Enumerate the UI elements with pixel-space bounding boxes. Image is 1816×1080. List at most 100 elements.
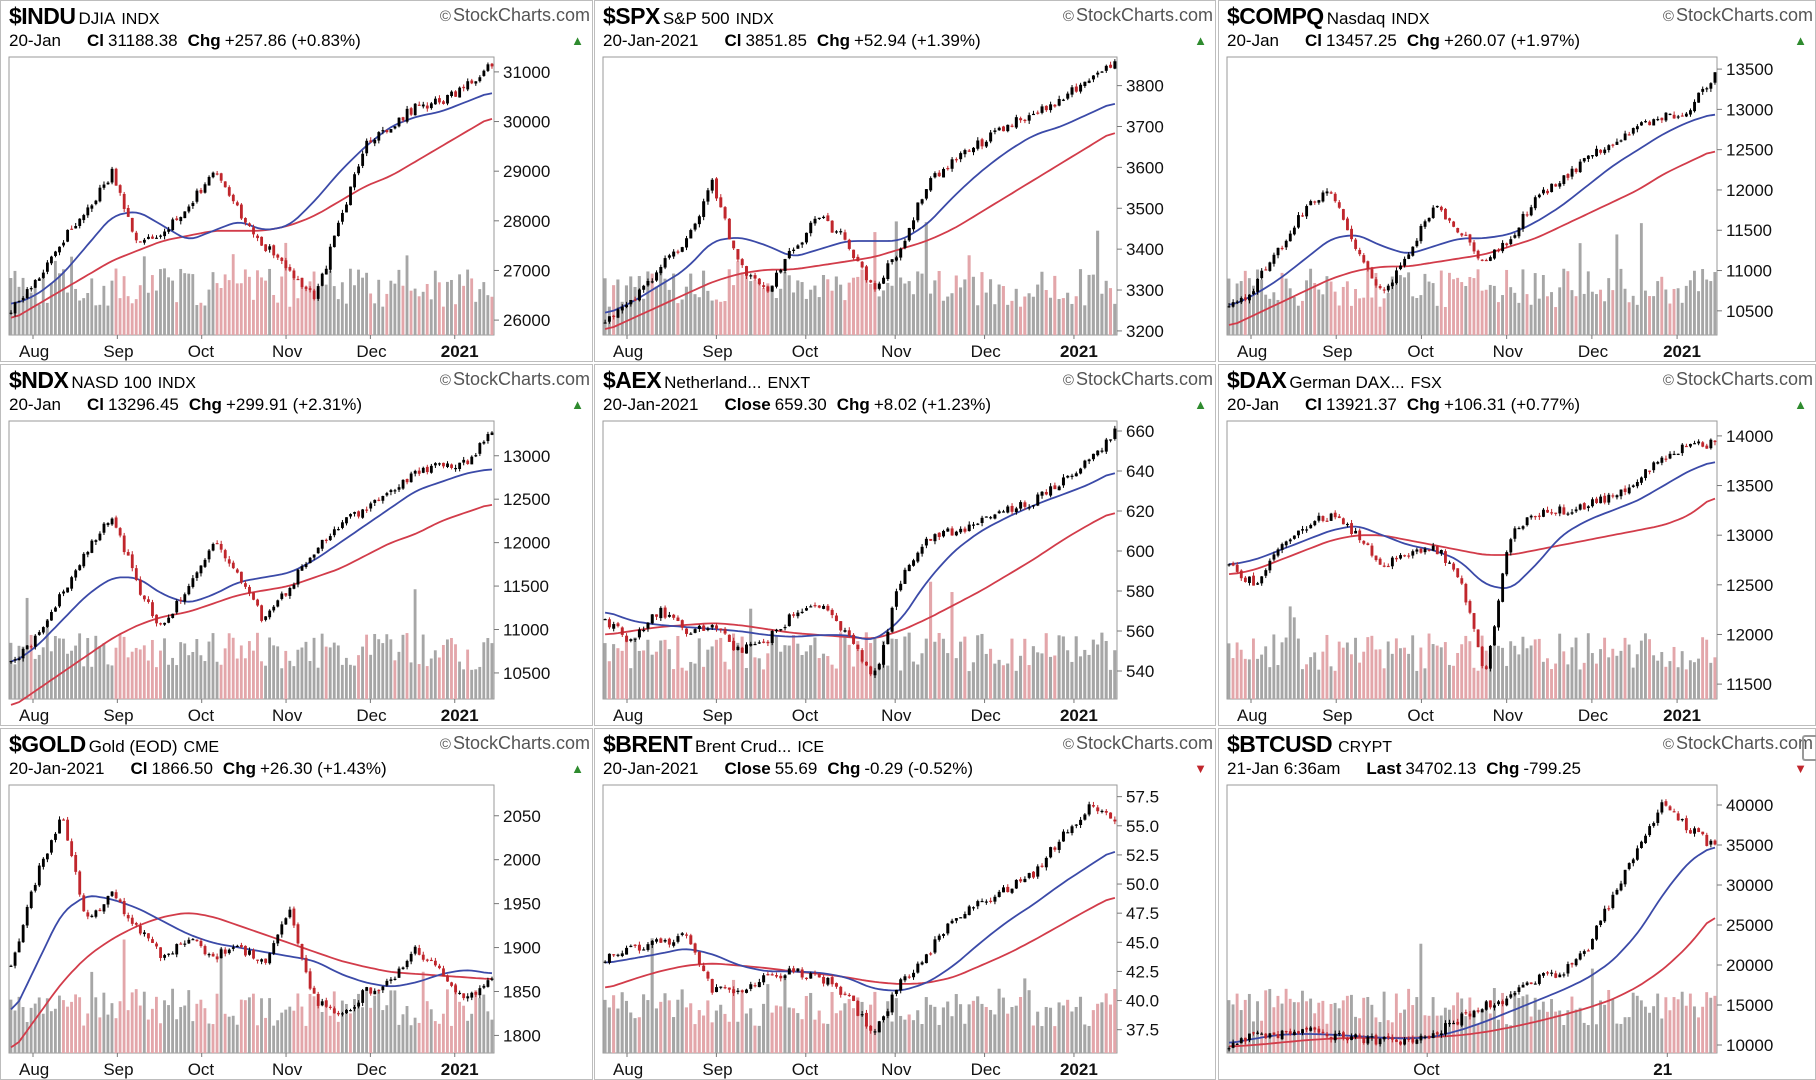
candle-body	[268, 953, 272, 964]
chart-symbol[interactable]: $AEX	[603, 367, 662, 393]
candle-body	[1057, 486, 1061, 491]
candle-body	[336, 529, 340, 531]
volume-bar	[1537, 298, 1541, 335]
volume-bar	[1623, 288, 1627, 335]
close-label: Cl	[724, 31, 742, 50]
candle-body	[993, 896, 997, 902]
volume-bar	[1325, 634, 1329, 699]
candle-body	[433, 463, 437, 466]
candle-body	[41, 272, 45, 278]
volume-bar	[231, 254, 235, 335]
candle-body	[1248, 1033, 1251, 1041]
chart-symbol[interactable]: $COMPQ	[1227, 3, 1324, 29]
volume-bar	[1018, 996, 1023, 1053]
candle-body	[929, 953, 933, 955]
volume-bar	[809, 645, 813, 699]
candle-body	[37, 865, 41, 886]
close-value: 13457.25	[1325, 31, 1397, 50]
volume-bar	[1448, 1009, 1451, 1053]
candle-body	[1301, 529, 1304, 531]
candle-body	[719, 628, 723, 631]
candle-body	[353, 1007, 356, 1009]
volume-bar	[1087, 1025, 1091, 1053]
chart-panel-btcusd: $BTCUSD CRYPT © StockCharts.com 21-Jan 6:36a…	[1218, 728, 1816, 1080]
candle-body	[912, 560, 916, 566]
volume-bar	[1018, 306, 1023, 335]
volume-bar	[373, 995, 377, 1053]
chart-symbol[interactable]: $GOLD	[9, 731, 86, 757]
candle-body	[1104, 439, 1108, 452]
volume-bar	[1001, 286, 1005, 335]
volume-bar	[304, 641, 308, 699]
volume-bar	[620, 301, 624, 335]
candle-body	[353, 174, 356, 188]
volume-bar	[320, 285, 324, 335]
volume-bar	[796, 643, 800, 699]
candle-body	[413, 470, 417, 474]
candle-body	[1256, 1032, 1260, 1034]
candle-body	[839, 986, 843, 995]
candle-body	[308, 971, 312, 989]
volume-bar	[1358, 298, 1362, 335]
volume-bar	[1113, 303, 1117, 335]
volume-bar	[1693, 662, 1696, 699]
chart-symbol[interactable]: $BTCUSD	[1227, 731, 1333, 757]
chart-symbol[interactable]: $NDX	[9, 367, 69, 393]
candle-body	[826, 215, 830, 222]
candle-body	[203, 559, 207, 567]
candle-body	[466, 81, 470, 90]
chart-symbol[interactable]: $BRENT	[603, 731, 693, 757]
volume-bar	[74, 645, 78, 699]
candle-body	[616, 623, 620, 627]
chart-symbol[interactable]: $DAX	[1227, 367, 1287, 393]
candle-body	[929, 538, 933, 541]
candle-body	[126, 915, 130, 919]
candle-body	[361, 153, 365, 166]
volume-bar	[211, 1024, 215, 1053]
candle-body	[1366, 543, 1370, 546]
candle-body	[894, 989, 898, 994]
candle-body	[341, 1013, 344, 1015]
copyright-icon: ©	[439, 8, 451, 25]
candle-body	[1680, 115, 1684, 117]
volume-bar	[49, 282, 53, 335]
volume-bar	[959, 1004, 963, 1053]
candle-body	[1407, 555, 1411, 557]
volume-bar	[446, 989, 449, 1053]
chart-symbol[interactable]: $INDU	[9, 3, 76, 29]
candle-body	[959, 528, 963, 533]
volume-bar	[1533, 273, 1537, 335]
volume-bar	[1301, 300, 1304, 335]
candle-body	[1546, 190, 1549, 194]
x-tick-label: 2021	[1663, 342, 1701, 361]
candle-body	[1505, 552, 1509, 575]
candle-body	[1070, 87, 1074, 95]
chart-symbol[interactable]: $SPX	[603, 3, 660, 29]
copyright-icon: ©	[1662, 372, 1674, 389]
candle-body	[1586, 950, 1590, 952]
volume-bar	[389, 639, 393, 699]
volume-bar	[1053, 1026, 1057, 1053]
change-value: +8.02 (+1.23%)	[873, 395, 992, 414]
trash-icon[interactable]	[1802, 735, 1816, 761]
volume-bar	[1590, 291, 1594, 335]
candle-body	[1104, 810, 1108, 813]
candle-body	[1448, 562, 1451, 564]
volume-bar	[344, 303, 348, 335]
volume-bar	[1296, 305, 1300, 335]
candle-body	[1595, 148, 1598, 157]
volume-bar	[207, 1023, 211, 1053]
candle-body	[1488, 257, 1492, 261]
y-tick-label: 12000	[503, 534, 550, 553]
candle-body	[54, 607, 57, 612]
volume-bar	[1288, 288, 1292, 335]
